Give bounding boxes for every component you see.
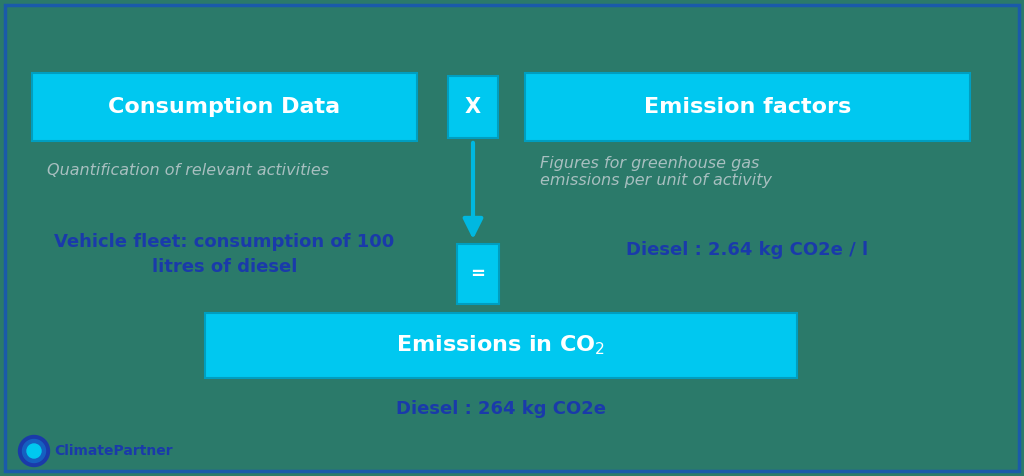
Circle shape: [27, 444, 41, 458]
Text: Emissions in CO$_2$: Emissions in CO$_2$: [396, 334, 605, 357]
FancyBboxPatch shape: [205, 313, 797, 378]
Text: =: =: [470, 265, 485, 283]
FancyBboxPatch shape: [32, 73, 417, 141]
Text: ClimatePartner: ClimatePartner: [54, 444, 173, 458]
Circle shape: [18, 436, 49, 466]
Text: Figures for greenhouse gas
emissions per unit of activity: Figures for greenhouse gas emissions per…: [540, 156, 772, 188]
Text: Consumption Data: Consumption Data: [109, 97, 341, 117]
Text: Quantification of relevant activities: Quantification of relevant activities: [47, 163, 329, 178]
Circle shape: [23, 439, 45, 463]
FancyBboxPatch shape: [449, 76, 498, 138]
Text: Diesel : 2.64 kg CO2e / l: Diesel : 2.64 kg CO2e / l: [627, 241, 868, 259]
Text: X: X: [465, 97, 481, 117]
Text: Emission factors: Emission factors: [644, 97, 851, 117]
Text: Vehicle fleet: consumption of 100
litres of diesel: Vehicle fleet: consumption of 100 litres…: [54, 233, 394, 276]
Text: Diesel : 264 kg CO2e: Diesel : 264 kg CO2e: [396, 400, 606, 418]
FancyBboxPatch shape: [525, 73, 970, 141]
FancyBboxPatch shape: [457, 244, 499, 304]
